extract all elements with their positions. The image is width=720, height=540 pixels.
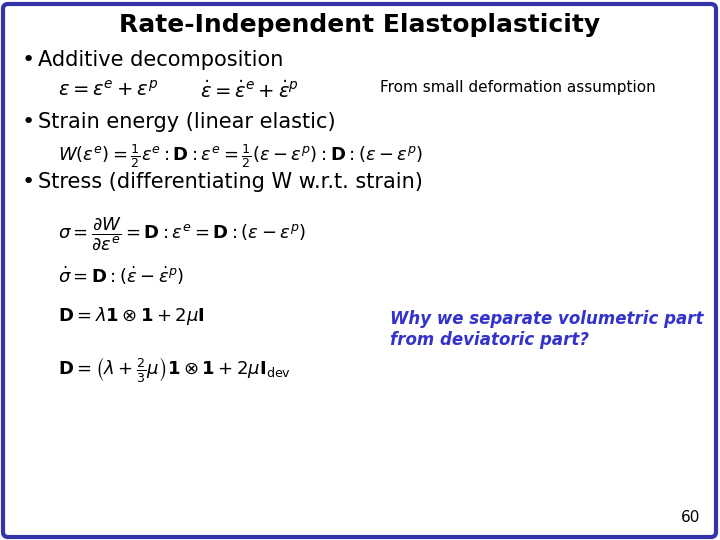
Text: $\dot{\varepsilon} = \dot{\varepsilon}^e + \dot{\varepsilon}^p$: $\dot{\varepsilon} = \dot{\varepsilon}^e… [200,80,299,102]
Text: $\mathbf{D} = \lambda \mathbf{1} \otimes \mathbf{1} + 2\mu \mathbf{I}$: $\mathbf{D} = \lambda \mathbf{1} \otimes… [58,305,204,327]
Text: $\mathbf{D} = \left(\lambda + \frac{2}{3}\mu\right)\mathbf{1} \otimes \mathbf{1}: $\mathbf{D} = \left(\lambda + \frac{2}{3… [58,355,291,384]
Text: $\sigma = \dfrac{\partial W}{\partial \varepsilon^e} = \mathbf{D} : \varepsilon^: $\sigma = \dfrac{\partial W}{\partial \v… [58,215,306,252]
Text: Why we separate volumetric part
from deviatoric part?: Why we separate volumetric part from dev… [390,310,703,349]
Text: Rate-Independent Elastoplasticity: Rate-Independent Elastoplasticity [120,13,600,37]
Text: •: • [22,172,35,192]
Text: •: • [22,112,35,132]
Text: 60: 60 [680,510,700,525]
Text: Stress (differentiating W w.r.t. strain): Stress (differentiating W w.r.t. strain) [38,172,423,192]
Text: Additive decomposition: Additive decomposition [38,50,284,70]
Text: $\varepsilon = \varepsilon^e + \varepsilon^p$: $\varepsilon = \varepsilon^e + \varepsil… [58,80,158,100]
Text: $\dot{\sigma} = \mathbf{D} : (\dot{\varepsilon} - \dot{\varepsilon}^p)$: $\dot{\sigma} = \mathbf{D} : (\dot{\vare… [58,265,184,287]
Text: From small deformation assumption: From small deformation assumption [380,80,656,95]
Text: •: • [22,50,35,70]
Text: Strain energy (linear elastic): Strain energy (linear elastic) [38,112,336,132]
FancyBboxPatch shape [3,4,716,537]
Text: $W(\varepsilon^e) = \frac{1}{2}\varepsilon^e : \mathbf{D} : \varepsilon^e = \fra: $W(\varepsilon^e) = \frac{1}{2}\varepsil… [58,142,423,170]
